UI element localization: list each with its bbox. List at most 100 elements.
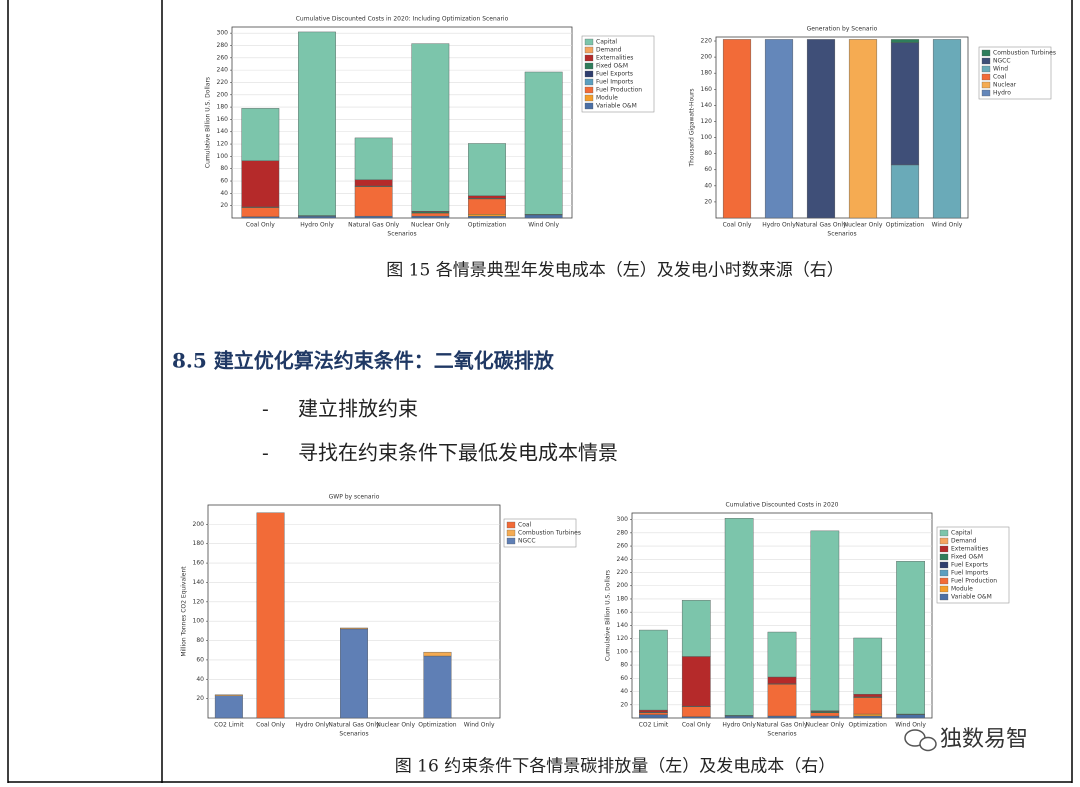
x-tick-label: Hydro Only (762, 222, 796, 229)
chart-title: GWP by scenario (329, 494, 380, 501)
legend-label: Nuclear (993, 82, 1017, 89)
legend-swatch (506, 529, 516, 537)
bar-segment (810, 712, 840, 717)
x-axis-label: Scenarios (387, 231, 416, 238)
legend-label: Externalities (596, 55, 633, 62)
x-tick-label: Coal Only (246, 222, 275, 229)
y-tick-label: 200 (217, 91, 229, 98)
legend-frame (936, 526, 1010, 604)
x-axis-label: Scenarios (827, 231, 856, 238)
bar-segment (214, 695, 243, 719)
bar-segment (767, 684, 797, 717)
x-axis-label: Scenarios (767, 731, 796, 738)
y-tick-label: 140 (193, 579, 205, 586)
bar-segment (890, 164, 920, 219)
legend-swatch (981, 57, 991, 65)
y-tick-label: 120 (217, 141, 229, 148)
bar-segment (411, 212, 450, 217)
x-tick-label: CO2 Limit (214, 722, 244, 729)
legend-label: Fuel Exports (596, 71, 633, 78)
bullet-text: 建立排放约束 (298, 397, 418, 421)
y-tick-label: 140 (217, 128, 229, 135)
bar-segment (890, 42, 920, 166)
y-tick-label: 220 (701, 38, 713, 45)
bar-segment (468, 195, 506, 199)
bar-segment (639, 712, 668, 715)
y-tick-label: 100 (701, 134, 713, 141)
x-tick-label: CO2 Limit (639, 722, 669, 729)
legend-swatch (939, 569, 949, 577)
legend-swatch (939, 529, 949, 537)
bullet-marker: - (262, 441, 269, 465)
y-tick-label: 160 (193, 560, 205, 567)
legend-swatch (584, 46, 594, 54)
y-tick-label: 40 (620, 688, 628, 695)
bar-segment (853, 693, 883, 698)
bar-segment (411, 215, 450, 219)
x-tick-label: Nuclear Only (805, 722, 844, 729)
legend-swatch (584, 38, 594, 46)
bullet-text: 寻找在约束条件下最低发电成本情景 (298, 441, 618, 465)
legend-label: Fixed O&M (951, 554, 983, 561)
y-tick-label: 180 (617, 595, 629, 602)
legend-label: Demand (596, 47, 622, 54)
y-tick-label: 60 (196, 656, 204, 663)
bar-segment (853, 697, 883, 715)
bar-segment (639, 714, 668, 719)
caption: 图 15 各情景典型年发电成本（左）及发电小时数来源（右） (386, 261, 843, 281)
legend-swatch (981, 81, 991, 89)
y-tick-label: 180 (193, 540, 205, 547)
y-tick-label: 160 (617, 609, 629, 616)
bar-segment (722, 39, 752, 219)
legend-label: Fuel Imports (596, 79, 633, 86)
x-tick-label: Hydro Only (722, 722, 756, 729)
bar-segment (848, 39, 878, 219)
y-tick-label: 220 (217, 79, 229, 86)
x-tick-label: Wind Only (932, 222, 963, 229)
x-tick-label: Optimization (849, 722, 888, 729)
bar-segment (340, 628, 368, 719)
legend-swatch (981, 89, 991, 97)
bar-segment (340, 627, 368, 630)
y-tick-label: 80 (196, 637, 204, 644)
x-tick-label: Wind Only (528, 222, 559, 229)
y-axis-label: Million Tonnes CO2 Equivalent (181, 566, 188, 657)
chart: Cumulative Discounted Costs in 2020: Inc… (205, 16, 655, 238)
bar-segment (423, 651, 452, 657)
x-tick-label: Hydro Only (300, 222, 334, 229)
y-tick-label: 20 (196, 695, 204, 702)
x-tick-label: Natural Gas Only (756, 722, 808, 729)
bar-segment (468, 215, 506, 219)
x-tick-label: Coal Only (256, 722, 285, 729)
bar-segment (241, 108, 280, 161)
chart-title: Generation by Scenario (807, 26, 878, 33)
x-tick-label: Optimization (418, 722, 457, 729)
legend-label: Capital (951, 530, 972, 537)
legend-swatch (981, 73, 991, 81)
x-tick-label: Hydro Only (296, 722, 330, 729)
bar-segment (468, 214, 506, 217)
y-tick-label: 180 (701, 70, 713, 77)
bar-segment (354, 215, 393, 219)
legend-label: Wind (993, 66, 1008, 73)
bar-segment (639, 629, 668, 711)
y-tick-label: 120 (701, 118, 713, 125)
chart-title: Cumulative Discounted Costs in 2020: Inc… (296, 16, 509, 23)
y-tick-label: 240 (617, 556, 629, 563)
y-tick-label: 40 (196, 676, 204, 683)
legend-swatch (939, 585, 949, 593)
legend-label: Demand (951, 538, 977, 545)
bar-segment (806, 39, 836, 219)
bar-segment (524, 71, 563, 215)
bar-segment (681, 706, 711, 717)
y-tick-label: 160 (701, 86, 713, 93)
legend-label: Combustion Turbines (518, 530, 581, 537)
legend-label: Combustion Turbines (993, 50, 1056, 57)
bar-segment (681, 656, 711, 707)
legend-swatch (939, 593, 949, 601)
x-tick-label: Optimization (886, 222, 925, 229)
legend-label: Capital (596, 39, 617, 46)
bar-segment (241, 160, 280, 208)
legend-label: Variable O&M (596, 103, 637, 110)
y-tick-label: 80 (220, 165, 228, 172)
